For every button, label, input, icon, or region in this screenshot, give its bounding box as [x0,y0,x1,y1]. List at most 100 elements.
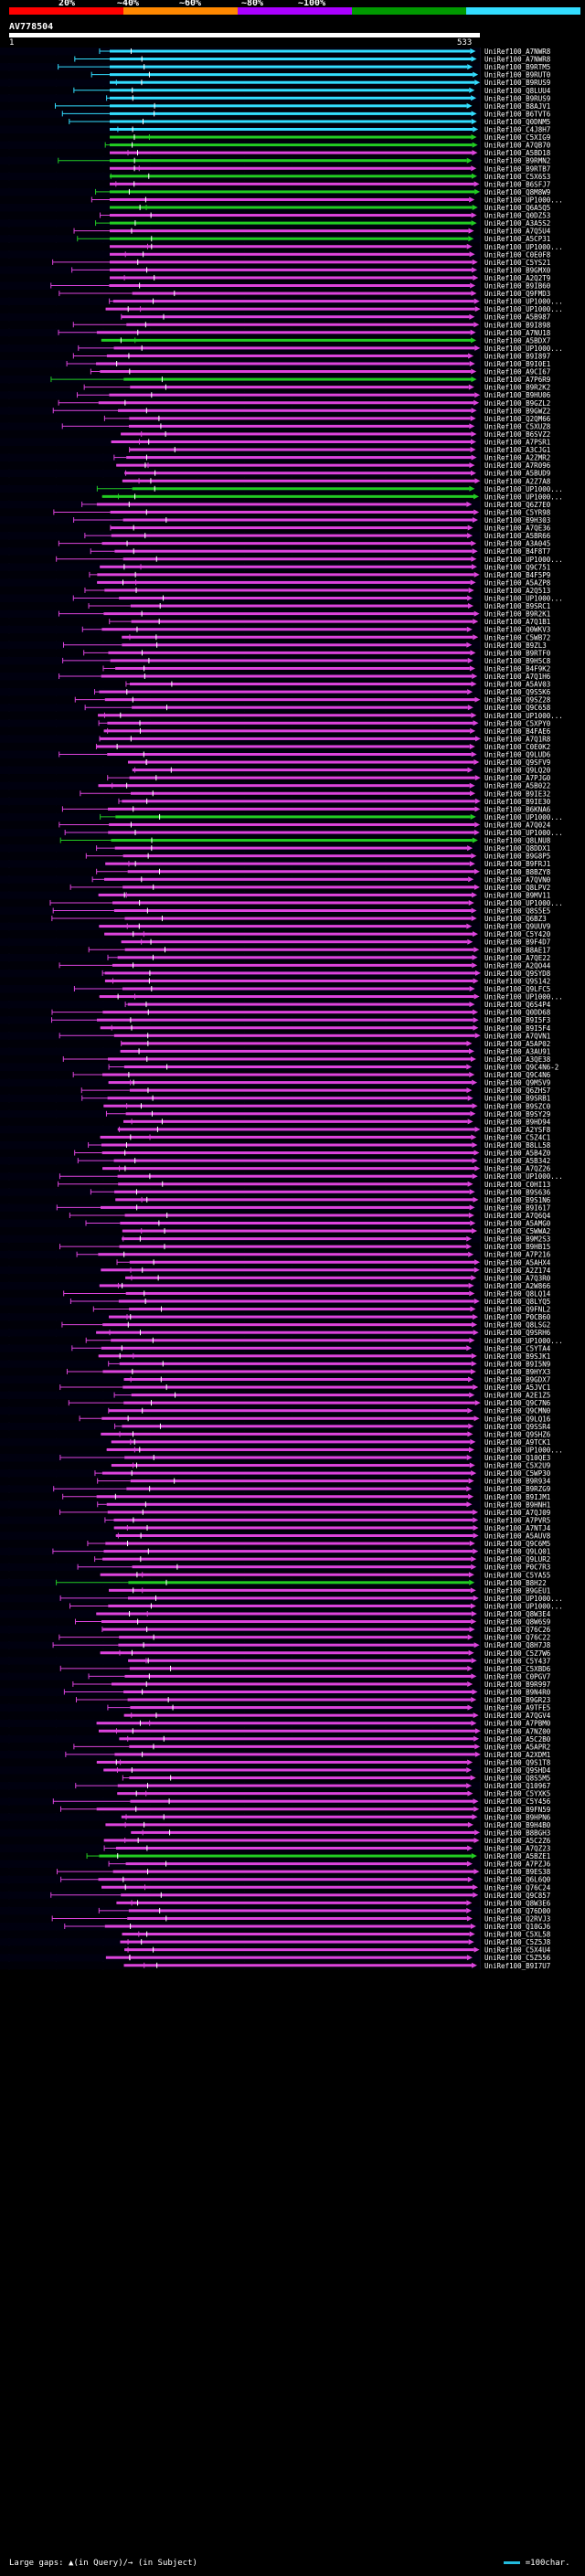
hit-label[interactable]: UniRef100_C5XIG9 [484,133,550,142]
hit-label[interactable]: UniRef100_Q6A5Q5 [484,204,550,212]
hit-label[interactable]: UniRef100_UP1000... [484,298,563,306]
hit-label[interactable]: UniRef100_UP1000... [484,829,563,837]
hit-label[interactable]: UniRef100_A3CJG1 [484,446,550,454]
hit-label[interactable]: UniRef100_A2XDM1 [484,1751,550,1759]
hit-label[interactable]: UniRef100_P0CB60 [484,1313,551,1321]
hit-label[interactable]: UniRef100_Q9C751 [484,563,550,571]
hit-label[interactable]: UniRef100_Q6L6Q0 [484,1876,551,1884]
hit-label[interactable]: UniRef100_Q8S5M5 [484,1775,550,1783]
hit-label[interactable]: UniRef100_A7Q1R8 [484,735,551,743]
hit-label[interactable]: UniRef100_Q9S5K6 [484,688,551,696]
hit-label[interactable]: UniRef100_UP1000... [484,196,563,204]
hit-label[interactable]: UniRef100_B4F8T7 [484,547,550,556]
hit-label[interactable]: UniRef100_C5Z556 [484,1954,551,1962]
hit-label[interactable]: UniRef100_Q6ZHS7 [484,1087,550,1095]
hit-label[interactable]: UniRef100_A5AZP8 [484,578,551,587]
hit-label[interactable]: UniRef100_Q9C4N6 [484,1071,551,1079]
hit-label[interactable]: UniRef100_Q76C26 [484,1626,551,1634]
hit-label[interactable]: UniRef100_B6KNA6 [484,805,551,813]
hit-label[interactable]: UniRef100_Q9LQ20 [484,767,551,775]
hit-label[interactable]: UniRef100_C0E0K2 [484,743,550,751]
hit-label[interactable]: UniRef100_B6SFJ7 [484,180,550,188]
hit-label[interactable]: UniRef100_Q9C6M5 [484,1540,550,1548]
hit-label[interactable]: UniRef100_B9SY29 [484,1110,550,1118]
hit-label[interactable]: UniRef100_A7QGV4 [484,1712,551,1720]
hit-label[interactable]: UniRef100_Q9FNL2 [484,1306,550,1314]
hit-label[interactable]: UniRef100_B9R2K2 [484,384,550,392]
hit-label[interactable]: UniRef100_B6SVZ2 [484,430,550,439]
hit-label[interactable]: UniRef100_A7QVN0 [484,875,551,884]
hit-label[interactable]: UniRef100_A9TFE5 [484,1704,550,1712]
hit-label[interactable]: UniRef100_UP1000... [484,899,563,907]
hit-label[interactable]: UniRef100_C5Z4C1 [484,1133,550,1141]
hit-label[interactable]: UniRef100_B9M2S3 [484,1235,550,1244]
hit-label[interactable]: UniRef100_Q9UUV9 [484,923,550,931]
hit-label[interactable]: UniRef100_C5Z5J8 [484,1938,551,1946]
hit-label[interactable]: UniRef100_B9I7U7 [484,1962,550,1970]
hit-label[interactable]: UniRef100_Q9SHD4 [484,1766,551,1775]
hit-label[interactable]: UniRef100_Q10QE3 [484,1454,550,1462]
hit-label[interactable]: UniRef100_Q9C7N6 [484,1399,551,1407]
hit-label[interactable]: UniRef100_B9HPN6 [484,1813,551,1821]
hit-label[interactable]: UniRef100_Q8LSG2 [484,1321,550,1330]
hit-label[interactable]: UniRef100_B9RUT0 [484,71,551,80]
hit-label[interactable]: UniRef100_Q0DNM5 [484,118,550,126]
hit-label[interactable]: UniRef100_Q76C22 [484,1634,550,1642]
query-name[interactable]: AV778504 [9,22,54,32]
hit-label[interactable]: UniRef100_UP1000... [484,993,563,1002]
hit-label[interactable]: UniRef100_B9I5N9 [484,1360,550,1368]
hit-label[interactable]: UniRef100_A5AV03 [484,681,550,689]
hit-label[interactable]: UniRef100_Q8DDX1 [484,844,550,853]
hit-label[interactable]: UniRef100_Q8S5E5 [484,907,550,916]
hit-label[interactable]: UniRef100_Q6Z7E0 [484,501,551,509]
hit-label[interactable]: UniRef100_B9SRB1 [484,1095,550,1103]
hit-label[interactable]: UniRef100_A7QE22 [484,954,550,962]
hit-label[interactable]: UniRef100_A5JVC1 [484,1383,550,1392]
hit-label[interactable]: UniRef100_Q9SZ28 [484,696,551,705]
hit-label[interactable]: UniRef100_B9RTM5 [484,63,550,71]
hit-label[interactable]: UniRef100_A7Q1H6 [484,673,551,681]
hit-label[interactable]: UniRef100_B9HB15 [484,1243,550,1251]
hit-label[interactable]: UniRef100_Q6BZ3 [484,915,547,923]
hit-label[interactable]: UniRef100_B8LL58 [484,1141,551,1150]
hit-label[interactable]: UniRef100_B6TVT6 [484,110,551,118]
hit-label[interactable]: UniRef100_A9CI67 [484,368,550,376]
hit-label[interactable]: UniRef100_B9H5C8 [484,657,551,665]
hit-label[interactable]: UniRef100_UP1000... [484,556,563,564]
hit-label[interactable]: UniRef100_B8H22 [484,1579,547,1587]
hit-label[interactable]: UniRef100_B4F5P9 [484,571,550,579]
hit-label[interactable]: UniRef100_Q9CMN0 [484,1407,551,1415]
hit-label[interactable]: UniRef100_A7QE36 [484,525,551,533]
hit-label[interactable]: UniRef100_Q76D00 [484,1907,551,1915]
hit-label[interactable]: UniRef100_Q10967 [484,1782,550,1790]
hit-label[interactable]: UniRef100_A5AHX4 [484,1258,551,1267]
hit-label[interactable]: UniRef100_Q8LNU8 [484,837,551,845]
hit-label[interactable]: UniRef100_A7QJ09 [484,1509,550,1517]
hit-label[interactable]: UniRef100_B9I5F3 [484,1016,550,1024]
hit-label[interactable]: UniRef100_A7QB70 [484,142,551,150]
hit-label[interactable]: UniRef100_C5Y437 [484,1657,550,1665]
hit-label[interactable]: UniRef100_B4F9K2 [484,664,550,673]
hit-label[interactable]: UniRef100_Q8M8W9 [484,188,550,196]
hit-label[interactable]: UniRef100_B9N4R0 [484,1689,551,1697]
hit-label[interactable]: UniRef100_B9ES38 [484,1868,551,1876]
hit-label[interactable]: UniRef100_Q0WKV3 [484,626,550,634]
hit-label[interactable]: UniRef100_B9RTF0 [484,649,551,657]
hit-label[interactable]: UniRef100_B9HYX3 [484,1368,550,1376]
hit-label[interactable]: UniRef100_B9SZC0 [484,1102,551,1110]
hit-label[interactable]: UniRef100_UP1000... [484,1172,563,1181]
hit-label[interactable]: UniRef100_Q8H7J8 [484,1641,551,1649]
hit-label[interactable]: UniRef100_UP1000... [484,485,563,493]
hit-label[interactable]: UniRef100_B9RZG9 [484,1485,550,1493]
hit-label[interactable]: UniRef100_Q9C4N6-2 [484,1064,558,1072]
hit-label[interactable]: UniRef100_A5AP02 [484,1040,550,1048]
hit-label[interactable]: UniRef100_UP1000... [484,1337,563,1345]
hit-label[interactable]: UniRef100_A5BZE1 [484,1852,550,1860]
hit-label[interactable]: UniRef100_A7NU18 [484,329,551,337]
hit-label[interactable]: UniRef100_A7Q6Q4 [484,1212,551,1220]
hit-label[interactable]: UniRef100_A7Q3R0 [484,1274,551,1282]
hit-label[interactable]: UniRef100_A5B987 [484,313,550,322]
hit-label[interactable]: UniRef100_A2Q513 [484,587,550,595]
hit-label[interactable]: UniRef100_B9IB60 [484,282,551,291]
hit-label[interactable]: UniRef100_A5C2Z6 [484,1837,551,1845]
